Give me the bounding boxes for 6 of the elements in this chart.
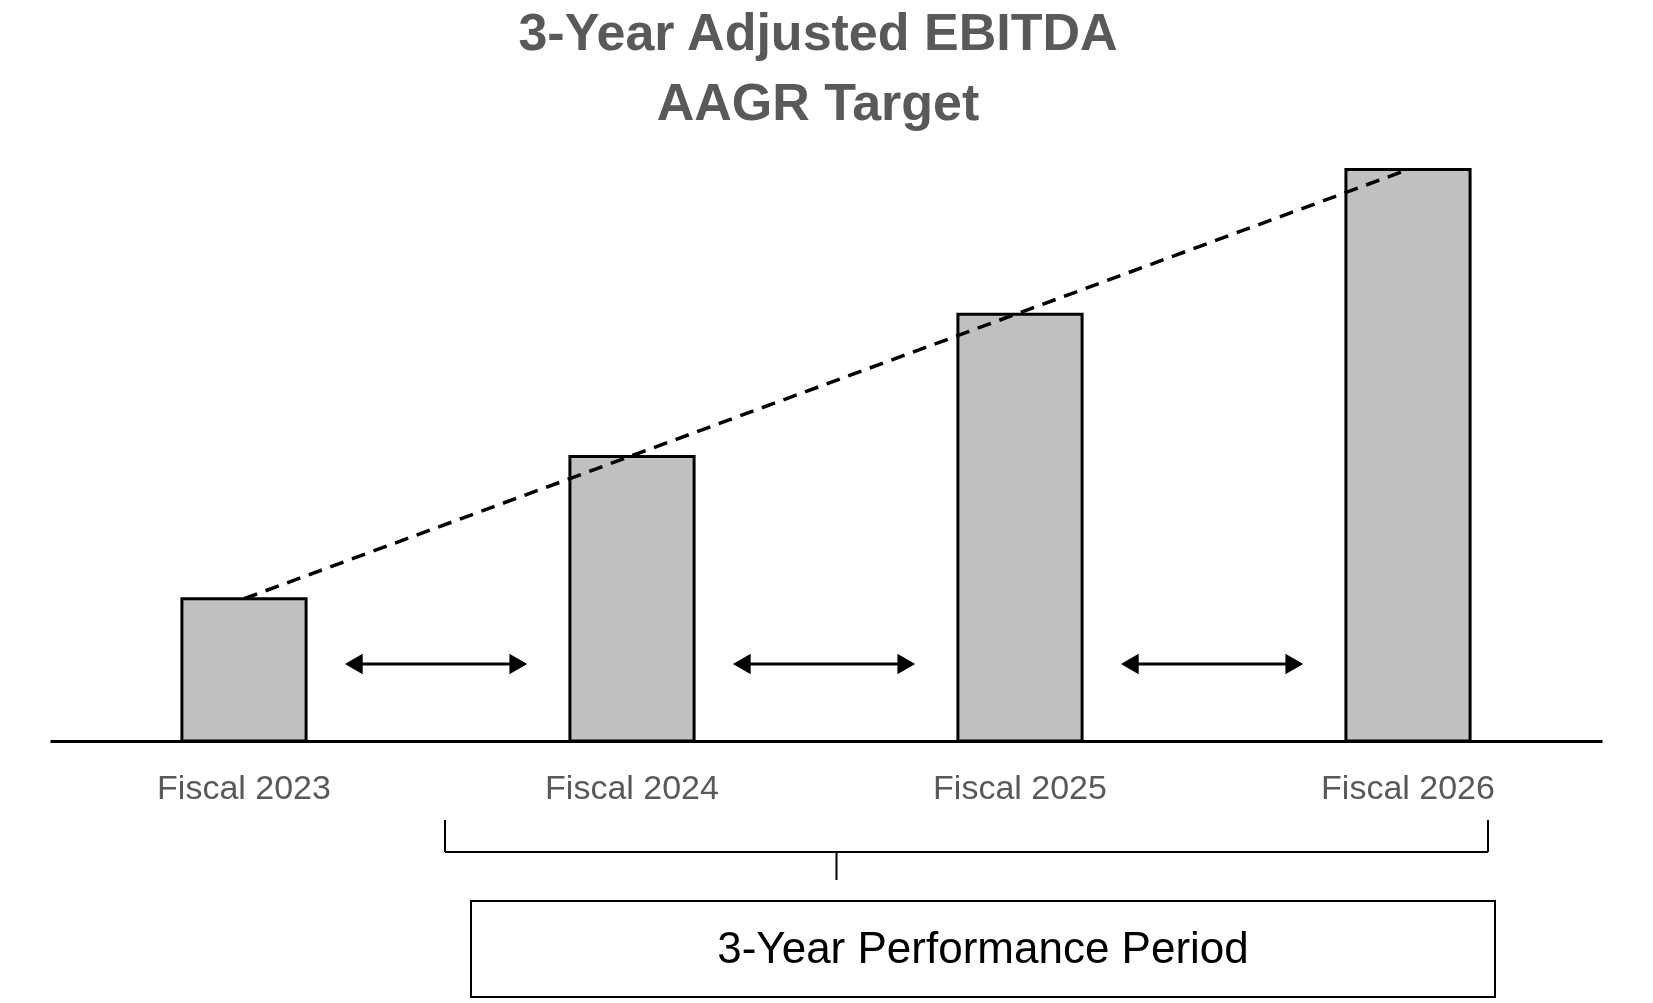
x-tick-label: Fiscal 2023	[157, 767, 331, 806]
chart-title: 3-Year Adjusted EBITDA AAGR Target	[518, 3, 1118, 131]
x-tick-label: Fiscal 2024	[545, 767, 719, 806]
x-tick-label: Fiscal 2026	[1321, 767, 1495, 806]
text: 3-Year Performance Period	[717, 923, 1249, 972]
x-tick-label: Fiscal 2025	[933, 767, 1107, 806]
